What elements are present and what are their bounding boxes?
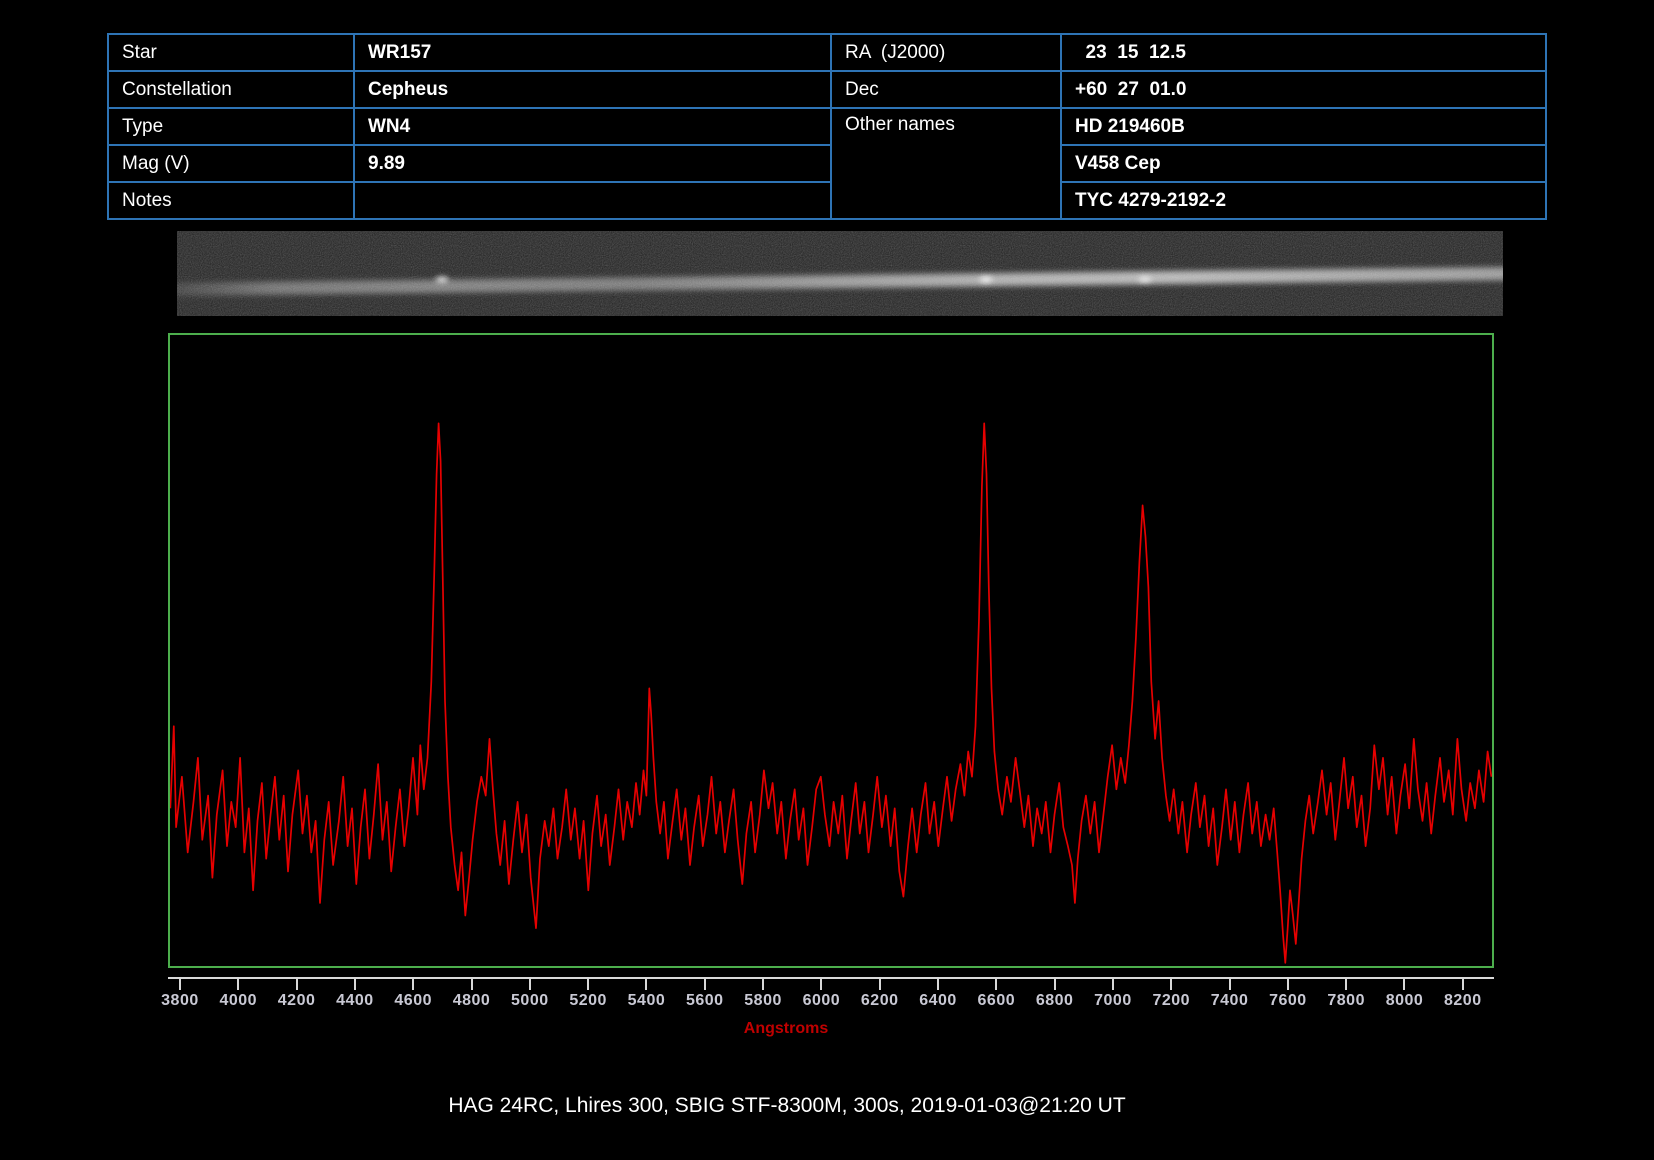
mag-label: Mag (V) (107, 144, 355, 183)
axis-tick (995, 977, 998, 990)
x-axis-line (168, 977, 1494, 979)
axis-tick (1228, 977, 1231, 990)
spectrum-line-svg (170, 422, 1492, 964)
star-value: WR157 (353, 33, 832, 72)
constellation-value: Cepheus (353, 70, 832, 109)
table-row: Constellation Cepheus Dec +60 27 01.0 (107, 70, 1547, 109)
constellation-label: Constellation (107, 70, 355, 109)
axis-tick (1286, 977, 1289, 990)
axis-tick (703, 977, 706, 990)
axis-tick-label: 6200 (860, 992, 899, 1009)
axis-tick-label: 7600 (1269, 992, 1307, 1009)
x-axis: 3800 4000 4200 4400 4600 4800 5000 5200 5400 5600… (161, 977, 1494, 1017)
type-label: Type (107, 107, 355, 146)
axis-tick (1461, 977, 1464, 990)
axis-tick (937, 977, 939, 990)
axis-tick-label: 6000 (802, 992, 841, 1009)
axis-tick (412, 977, 415, 990)
spectrum-strip-image (177, 231, 1503, 316)
spectrum-plot (168, 333, 1494, 968)
ra-value: 23 15 12.5 (1060, 33, 1547, 72)
type-value: WN4 (353, 107, 832, 146)
axis-tick-label: 3800 (161, 992, 199, 1009)
axis-tick (645, 977, 648, 990)
axis-tick-label: 8000 (1385, 992, 1424, 1009)
axis-tick-label: 7000 (1094, 992, 1132, 1009)
axis-tick-label: 6400 (919, 992, 957, 1009)
axis-tick-label: 8200 (1444, 992, 1482, 1009)
axis-tick-label: 6600 (977, 992, 1016, 1009)
axis-tick (470, 977, 473, 990)
table-row: Star WR157 RA (J2000) 23 15 12.5 (107, 33, 1547, 72)
other-names-label: Other names (830, 107, 1062, 220)
axis-tick (762, 977, 765, 990)
axis-tick-label: 5800 (744, 992, 782, 1009)
star-label: Star (107, 33, 355, 72)
axis-tick (237, 977, 240, 990)
axis-tick-label: 4000 (219, 992, 258, 1009)
axis-tick (178, 977, 181, 990)
other-name-1: HD 219460B (1060, 107, 1547, 146)
axis-tick-label: 4600 (394, 992, 432, 1009)
notes-value (353, 181, 832, 220)
axis-tick-label: 5200 (569, 992, 607, 1009)
dec-label: Dec (830, 70, 1062, 109)
axis-tick-label: 7200 (1152, 992, 1191, 1009)
star-info-table: Star WR157 RA (J2000) 23 15 12.5 Constel… (107, 33, 1547, 220)
axis-tick-label: 4800 (452, 992, 491, 1009)
axis-tick (295, 977, 298, 990)
spectrum-line (170, 422, 1492, 964)
spectrum-trace-blob (972, 271, 999, 288)
axis-tick-label: 5000 (511, 992, 549, 1009)
axis-tick-label: 7800 (1327, 992, 1365, 1009)
table-row: Notes TYC 4279-2192-2 (107, 181, 1547, 220)
notes-label: Notes (107, 181, 355, 220)
axis-tick-label: 4400 (336, 992, 374, 1009)
axis-tick (820, 977, 823, 990)
axis-tick-label: 7400 (1210, 992, 1249, 1009)
axis-tick (1111, 977, 1114, 990)
axis-tick (878, 977, 881, 990)
axis-tick (353, 977, 356, 990)
table-row: Type WN4 Other names HD 219460B (107, 107, 1547, 220)
mag-value: 9.89 (353, 144, 832, 183)
observation-caption: HAG 24RC, Lhires 300, SBIG STF-8300M, 30… (448, 1094, 1126, 1117)
x-axis-title: Angstroms (743, 1020, 829, 1037)
axis-tick (528, 977, 531, 990)
other-name-2: V458 Cep (1060, 144, 1547, 183)
table-row: Mag (V) 9.89 V458 Cep (107, 144, 1547, 183)
axis-tick-label: 5600 (685, 992, 724, 1009)
dec-value: +60 27 01.0 (1060, 70, 1547, 109)
axis-tick-label: 6800 (1035, 992, 1074, 1009)
other-name-3: TYC 4279-2192-2 (1060, 181, 1547, 220)
ra-label: RA (J2000) (830, 33, 1062, 72)
axis-tick (587, 977, 590, 990)
axis-tick-label: 4200 (277, 992, 316, 1009)
axis-tick-label: 5400 (627, 992, 666, 1009)
axis-tick (1345, 977, 1348, 990)
axis-tick (1403, 977, 1406, 990)
axis-tick (1053, 977, 1056, 990)
axis-tick (1170, 977, 1173, 990)
